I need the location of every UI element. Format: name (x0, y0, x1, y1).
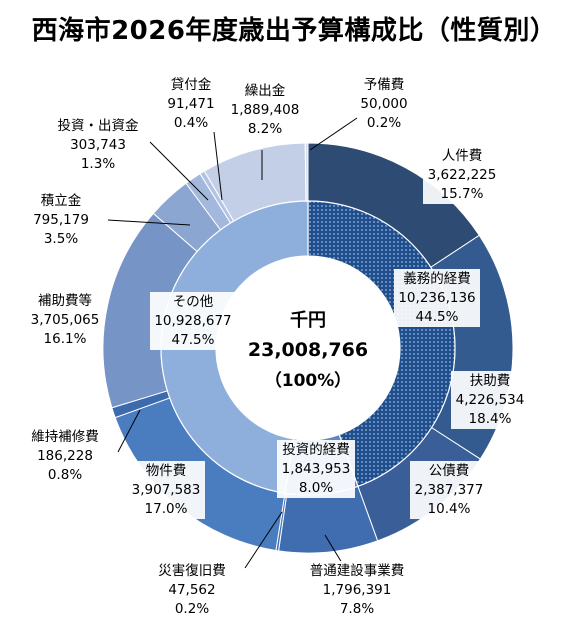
label-percent: 10.4% (428, 501, 471, 517)
label-value: 4,226,534 (456, 392, 525, 408)
label-value: 303,743 (70, 137, 126, 153)
label-percent: 17.0% (145, 501, 188, 517)
data-label: 扶助費 4,226,534 18.4% (451, 371, 529, 429)
data-label: 人件費 3,622,225 15.7% (423, 146, 501, 204)
label-value: 2,387,377 (415, 482, 484, 498)
center-percent: （100%） (265, 370, 352, 391)
label-value: 795,179 (33, 212, 89, 228)
center-total: 23,008,766 (248, 339, 368, 361)
label-percent: 18.4% (469, 411, 512, 427)
label-name: その他 (173, 294, 214, 310)
label-value: 1,843,953 (282, 461, 351, 477)
leader-lines (107, 117, 358, 569)
leader-line (244, 511, 283, 569)
outer-slice (304, 142, 309, 202)
data-label: 投資・出資金 303,743 1.3% (58, 118, 139, 172)
label-name: 貸付金 (171, 77, 212, 93)
data-label: 維持補修費 186,228 0.8% (31, 429, 99, 483)
label-percent: 0.2% (175, 601, 209, 617)
label-percent: 8.0% (299, 480, 333, 496)
label-name: 予備費 (364, 77, 405, 93)
center-unit: 千円 (290, 310, 326, 331)
label-percent: 44.5% (416, 309, 459, 325)
data-label: 貸付金 91,471 0.4% (167, 77, 214, 131)
label-name: 人件費 (442, 148, 483, 164)
chart-title: 西海市2026年度歳出予算構成比（性質別） (31, 16, 557, 46)
label-name: 繰出金 (245, 83, 286, 99)
label-percent: 7.8% (340, 601, 374, 617)
label-background (277, 440, 355, 498)
label-percent: 0.4% (174, 115, 208, 131)
label-name: 公債費 (429, 463, 470, 479)
label-background (423, 146, 501, 204)
label-percent: 0.8% (48, 467, 82, 483)
label-value: 3,622,225 (428, 167, 497, 183)
data-label: 普通建設事業費 1,796,391 7.8% (305, 561, 409, 619)
leader-line (324, 534, 343, 564)
label-name: 義務的経費 (403, 270, 471, 287)
data-label: 繰出金 1,889,408 8.2% (231, 83, 300, 137)
data-label: 予備費 50,000 0.2% (360, 77, 407, 131)
label-value: 1,889,408 (231, 102, 300, 118)
label-percent: 15.7% (441, 186, 484, 202)
label-name: 物件費 (146, 463, 187, 479)
center-label: 千円 23,008,766 （100%） (248, 310, 368, 391)
leader-line (149, 141, 209, 201)
label-value: 50,000 (360, 96, 407, 112)
leader-line (107, 219, 191, 226)
label-name: 積立金 (41, 193, 82, 209)
label-value: 91,471 (167, 96, 214, 112)
label-value: 3,705,065 (31, 312, 100, 328)
label-value: 186,228 (37, 448, 93, 464)
label-name: 投資的経費 (282, 442, 350, 458)
label-value: 47,562 (168, 582, 215, 598)
label-value: 3,907,583 (132, 482, 201, 498)
label-percent: 0.2% (367, 115, 401, 131)
label-percent: 1.3% (81, 156, 115, 172)
label-name: 普通建設事業費 (310, 563, 405, 579)
leader-line (309, 117, 358, 151)
label-percent: 47.5% (172, 332, 215, 348)
data-labels: 人件費 3,622,225 15.7% 扶助費 4,226,534 18.4% 公債費 2,3… (31, 77, 529, 619)
label-background (394, 269, 480, 327)
inner-slice (160, 200, 309, 494)
data-label: 積立金 795,179 3.5% (33, 193, 89, 247)
data-label: 物件費 3,907,583 17.0% (127, 461, 205, 519)
label-name: 維持補修費 (31, 429, 99, 445)
data-label: 補助費等 3,705,065 16.1% (31, 292, 100, 347)
data-label: 義務的経費 10,236,136 44.5% (394, 269, 480, 327)
data-label: その他 10,928,677 47.5% (150, 292, 236, 350)
label-percent: 3.5% (44, 231, 78, 247)
label-value: 10,236,136 (398, 290, 475, 306)
leader-line (213, 131, 223, 201)
data-label: 公債費 2,387,377 10.4% (410, 461, 488, 519)
label-name: 扶助費 (470, 373, 511, 389)
label-background (305, 561, 409, 619)
label-percent: 16.1% (44, 331, 87, 347)
data-label: 投資的経費 1,843,953 8.0% (277, 440, 355, 498)
label-background (127, 461, 205, 519)
label-name: 災害復旧費 (158, 562, 226, 579)
label-name: 投資・出資金 (58, 118, 139, 134)
label-value: 10,928,677 (154, 313, 231, 329)
data-label: 災害復旧費 47,562 0.2% (158, 562, 226, 617)
leader-line (117, 409, 141, 453)
label-value: 1,796,391 (323, 582, 392, 598)
label-background (451, 371, 529, 429)
label-percent: 8.2% (248, 121, 282, 137)
label-name: 補助費等 (38, 292, 92, 309)
label-background (150, 292, 236, 350)
label-background (410, 461, 488, 519)
